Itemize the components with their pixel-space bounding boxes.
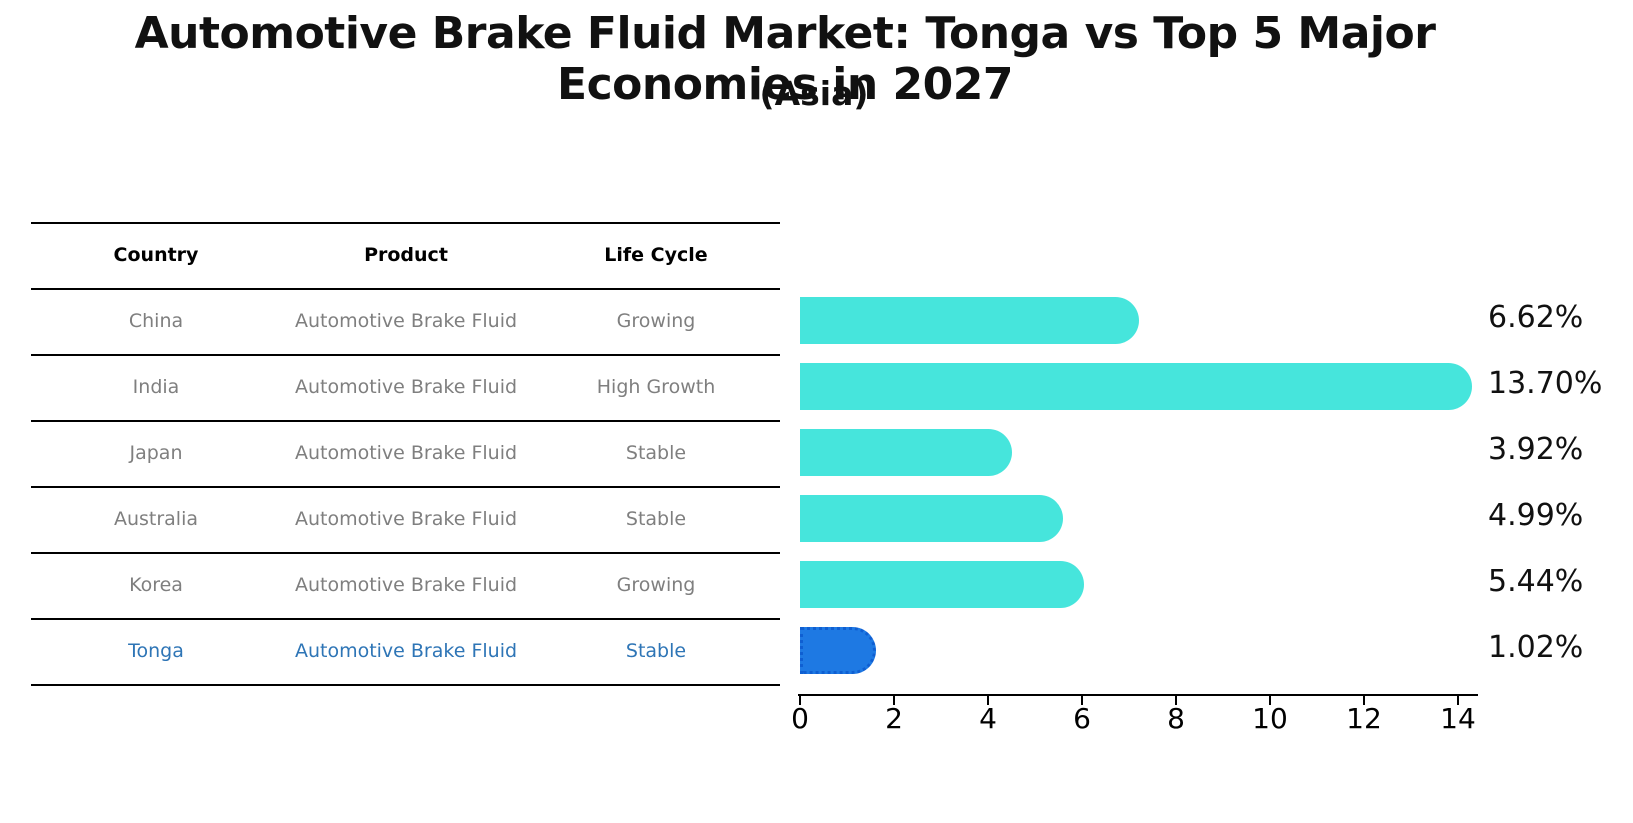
value-label-india: 13.70% xyxy=(1488,366,1603,401)
chart-title: Automotive Brake Fluid Market: Tonga vs … xyxy=(134,8,1436,110)
cell-country: Tonga xyxy=(128,640,184,662)
bar-china xyxy=(800,297,1139,344)
x-tick-label: 0 xyxy=(791,702,809,735)
table-rule xyxy=(31,222,780,224)
table-row-korea: Korea Automotive Brake Fluid Growing xyxy=(31,552,781,618)
table-row-australia: Australia Automotive Brake Fluid Stable xyxy=(31,486,781,552)
cell-product: Automotive Brake Fluid xyxy=(294,574,518,596)
table-rule xyxy=(31,354,780,356)
cell-country: China xyxy=(128,310,184,332)
x-tick-label: 4 xyxy=(979,702,997,735)
bar-india xyxy=(800,363,1472,410)
cell-life-cycle: Stable xyxy=(625,640,687,662)
table-row-tonga: Tonga Automotive Brake Fluid Stable xyxy=(31,618,781,684)
table-rule xyxy=(31,420,780,422)
table-header-row: Country Product Life Cycle xyxy=(31,222,781,288)
x-tick-label: 2 xyxy=(885,702,903,735)
header-life-cycle: Life Cycle xyxy=(604,244,708,266)
cell-product: Automotive Brake Fluid xyxy=(294,508,518,530)
table-rule xyxy=(31,552,780,554)
cell-life-cycle: Growing xyxy=(616,574,696,596)
x-axis-line xyxy=(798,694,1478,696)
table-rule xyxy=(31,288,780,290)
cell-country: Japan xyxy=(129,442,183,464)
x-tick-label: 10 xyxy=(1252,702,1288,735)
table-rule xyxy=(31,684,780,686)
table-row-china: China Automotive Brake Fluid Growing xyxy=(31,288,781,354)
cell-country: India xyxy=(132,376,180,398)
value-label-australia: 4.99% xyxy=(1488,498,1584,533)
x-tick-mark xyxy=(1175,696,1177,705)
bar-korea xyxy=(800,561,1084,608)
bar-australia xyxy=(800,495,1063,542)
value-label-china: 6.62% xyxy=(1488,300,1584,335)
value-label-korea: 5.44% xyxy=(1488,564,1584,599)
x-tick-mark xyxy=(987,696,989,705)
x-tick-mark xyxy=(1269,696,1271,705)
x-tick-label: 8 xyxy=(1167,702,1185,735)
cell-life-cycle: High Growth xyxy=(596,376,716,398)
x-tick-mark xyxy=(1457,696,1459,705)
value-label-japan: 3.92% xyxy=(1488,432,1584,467)
x-tick-label: 12 xyxy=(1346,702,1382,735)
x-tick-mark xyxy=(1363,696,1365,705)
chart-subtitle: (Asia) xyxy=(759,74,869,113)
table-rule xyxy=(31,618,780,620)
x-tick-label: 14 xyxy=(1440,702,1476,735)
cell-country: Australia xyxy=(113,508,199,530)
table-row-india: India Automotive Brake Fluid High Growth xyxy=(31,354,781,420)
x-tick-label: 6 xyxy=(1073,702,1091,735)
cell-life-cycle: Stable xyxy=(625,508,687,530)
cell-life-cycle: Growing xyxy=(616,310,696,332)
x-tick-mark xyxy=(799,696,801,705)
cell-country: Korea xyxy=(129,574,183,596)
header-country: Country xyxy=(113,244,199,266)
x-tick-mark xyxy=(1081,696,1083,705)
cell-product: Automotive Brake Fluid xyxy=(294,310,518,332)
bar-japan xyxy=(800,429,1012,476)
bar-tonga-highlighted xyxy=(800,627,876,674)
table-row-japan: Japan Automotive Brake Fluid Stable xyxy=(31,420,781,486)
value-label-tonga: 1.02% xyxy=(1488,630,1584,665)
cell-product: Automotive Brake Fluid xyxy=(294,640,518,662)
cell-life-cycle: Stable xyxy=(625,442,687,464)
x-tick-mark xyxy=(893,696,895,705)
header-product: Product xyxy=(364,244,448,266)
cell-product: Automotive Brake Fluid xyxy=(294,376,518,398)
table-rule xyxy=(31,486,780,488)
cell-product: Automotive Brake Fluid xyxy=(294,442,518,464)
